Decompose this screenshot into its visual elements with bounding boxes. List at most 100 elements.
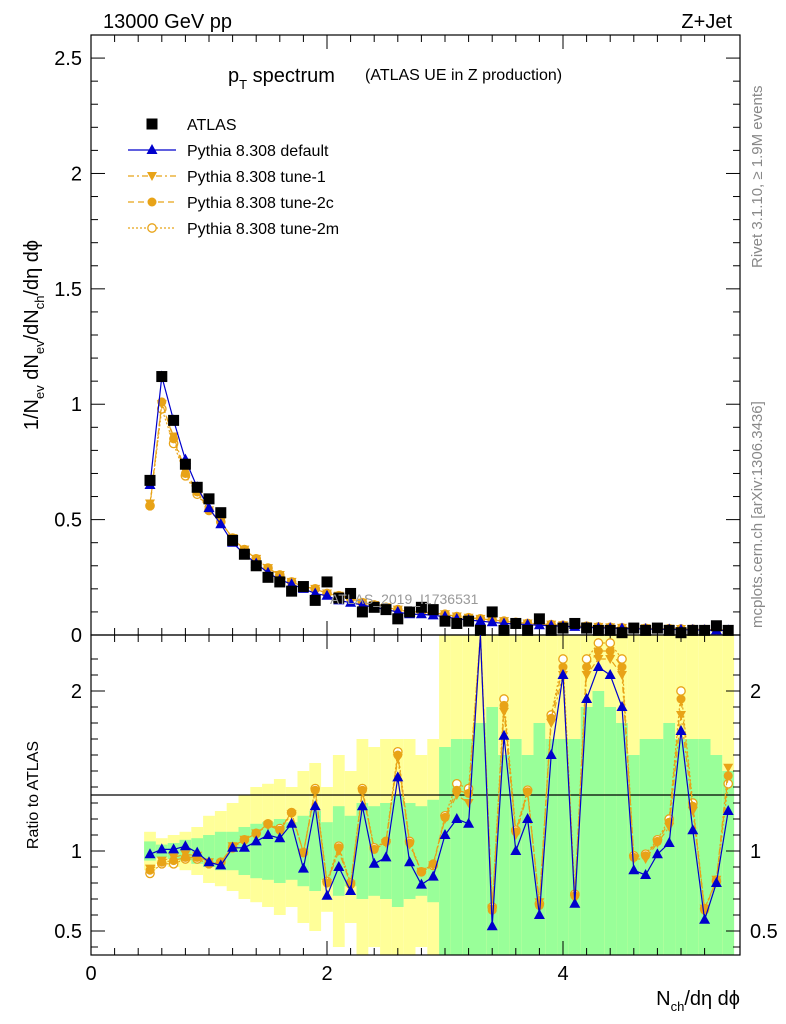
ratio-ylabel: Ratio to ATLAS [25, 741, 42, 849]
data-point-ratio [439, 829, 451, 839]
data-point-ratio [179, 840, 191, 851]
data-point-ratio [558, 662, 568, 672]
data-point-ratio [286, 817, 298, 828]
legend-marker [146, 118, 158, 130]
ylabel-part-b: ev [32, 385, 47, 399]
data-point-ratio [297, 862, 309, 873]
data-point-ratio [298, 848, 309, 858]
y-tick-label-main: 2 [71, 163, 82, 185]
data-point-ratio [546, 719, 557, 728]
data-point-ratio [180, 850, 191, 860]
band-inner-bin [462, 739, 475, 955]
band-inner-bin [521, 755, 534, 955]
data-point-ratio [533, 909, 545, 919]
data-point-ratio [356, 800, 368, 811]
data-point-main [392, 613, 404, 625]
data-point-main [474, 624, 486, 636]
data-point-main [333, 592, 345, 604]
data-point-ratio [545, 749, 557, 759]
data-point-ratio [392, 771, 404, 782]
legend-label: Pythia 8.308 tune-2c [187, 195, 334, 212]
legend-marker [146, 144, 158, 154]
data-point-ratio [592, 661, 604, 671]
data-point-ratio [510, 845, 522, 855]
band-inner-bin [568, 739, 581, 955]
y-tick-label-main: 0.5 [54, 510, 82, 532]
ylabel-part-e: /dN [21, 309, 43, 340]
data-point-main [321, 589, 333, 600]
data-point-ratio [499, 700, 509, 710]
data-point-main [380, 604, 392, 616]
data-point-ratio [191, 846, 203, 857]
data-point-ratio [286, 810, 297, 820]
chart-title-p: p [228, 65, 239, 87]
data-point-ratio [145, 864, 155, 874]
data-point-main [191, 481, 203, 493]
band-inner-bin [498, 755, 510, 955]
y-tick-label-ratio: 1 [71, 841, 82, 863]
data-point-main [439, 615, 451, 627]
data-point-main [474, 615, 486, 626]
data-point-ratio [345, 885, 357, 895]
legend-label: Pythia 8.308 tune-2m [187, 221, 339, 238]
data-point-main [309, 594, 321, 606]
data-point-main [640, 624, 652, 636]
data-point-ratio [593, 655, 604, 664]
data-point-ratio [676, 686, 686, 696]
data-point-main [451, 617, 463, 629]
xlabel-part-c: /dη dϕ [684, 988, 740, 1010]
data-point-ratio [309, 800, 321, 811]
band-inner-bin [698, 739, 711, 955]
data-point-main [321, 576, 333, 588]
ylabel-part-g: /dη dϕ [21, 240, 43, 296]
band-inner-bin [262, 822, 274, 880]
legend-label: Pythia 8.308 default [187, 143, 329, 160]
data-point-ratio [144, 848, 156, 859]
band-inner-bin [273, 819, 286, 883]
data-point-main [345, 596, 357, 607]
band-inner-bin [309, 811, 322, 891]
data-point-ratio [628, 864, 640, 875]
data-point-ratio [534, 898, 545, 908]
data-point-main [628, 622, 640, 634]
y-tick-label-main: 1 [71, 394, 82, 416]
data-point-ratio [392, 754, 403, 764]
band-inner-bin [214, 831, 227, 871]
data-point-main [145, 499, 155, 509]
data-point-main [710, 620, 722, 632]
band-inner-bin [203, 835, 215, 867]
data-point-ratio [522, 789, 533, 799]
y-tick-label-ratio-right: 1 [750, 841, 761, 863]
data-point-ratio [368, 857, 380, 868]
y-tick-label-main: 1.5 [54, 279, 82, 301]
data-point-ratio [203, 856, 215, 867]
band-inner-bin [580, 707, 593, 955]
y-tick-label-ratio-right: 0.5 [750, 921, 778, 943]
band-inner-bin [403, 803, 416, 899]
chart-title-sub: T [239, 77, 247, 92]
data-point-ratio [486, 920, 498, 931]
data-point-main [368, 601, 380, 613]
data-point-ratio [510, 831, 521, 840]
data-point-ratio [428, 861, 439, 871]
data-point-main [557, 622, 569, 634]
y-tick-label-main: 0 [71, 625, 82, 647]
band-inner-bin [415, 806, 428, 896]
data-point-main [498, 624, 510, 636]
data-point-ratio [699, 904, 710, 914]
data-point-ratio [310, 787, 321, 797]
data-point-ratio [357, 787, 368, 797]
data-point-ratio [380, 851, 392, 862]
band-inner-bin [545, 739, 558, 955]
chart-title: pT spectrum [228, 65, 335, 92]
rivet-label: Rivet 3.1.10, ≥ 1.9M events [749, 86, 766, 269]
data-point-main [227, 534, 239, 546]
band-inner-bin [474, 723, 487, 955]
data-point-ratio [558, 654, 568, 664]
main-ylabel: 1/Nev dNev/dNch/dη dϕ [21, 240, 47, 430]
data-point-main [581, 622, 593, 634]
band-inner-bin [356, 803, 369, 899]
data-point-ratio [664, 823, 675, 832]
data-point-ratio [156, 843, 168, 854]
